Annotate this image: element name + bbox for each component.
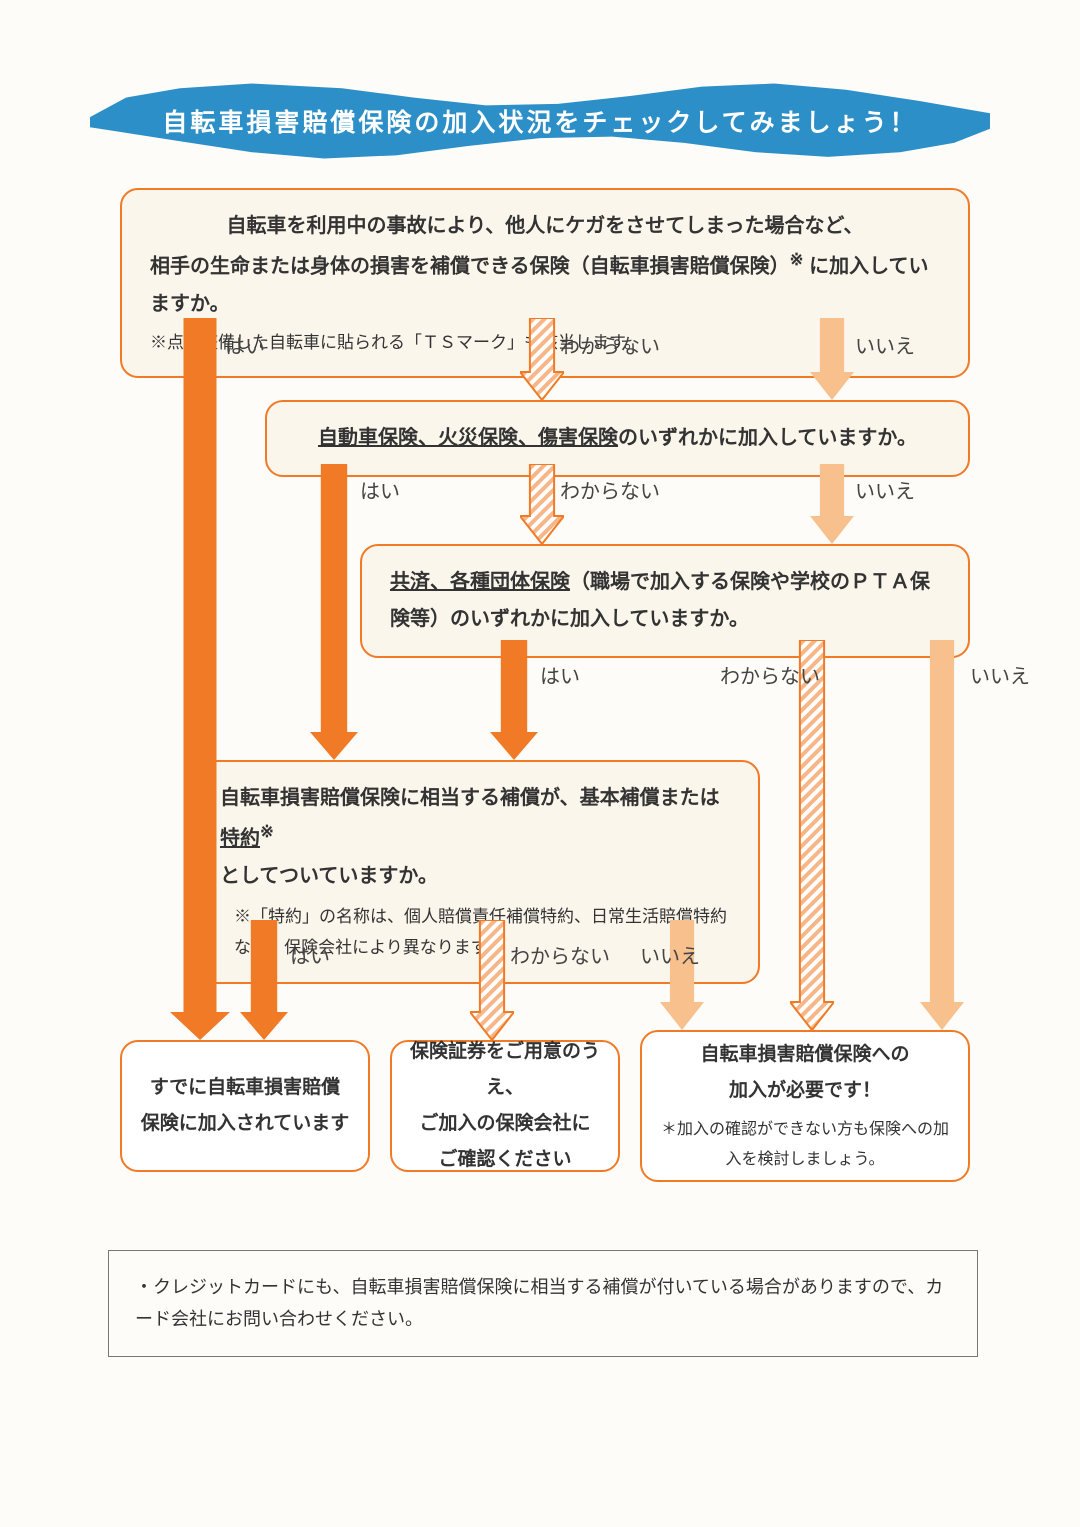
q4-line1: 自転車損害賠償保険に相当する補償が、基本補償または特約※ [220, 780, 730, 858]
arrow-label-q3-yes: はい [540, 660, 580, 689]
arrow-label-q2-no: いいえ [855, 475, 915, 504]
arrow-q2-yes [310, 464, 358, 760]
arrow-q4-no [660, 920, 704, 1030]
arrow-label-q4-no: いいえ [640, 940, 700, 969]
arrow-q2-unk [520, 464, 564, 544]
footnote: ・クレジットカードにも、自転車損害賠償保険に相当する補償が付いている場合がありま… [108, 1250, 978, 1357]
arrow-label-q2-yes: はい [360, 475, 400, 504]
question-2: 自動車保険、火災保険、傷害保険のいずれかに加入していますか。 [265, 400, 970, 477]
question-3: 共済、各種団体保険（職場で加入する保険や学校のＰＴＡ保険等）のいずれかに加入して… [360, 544, 970, 658]
arrow-q2-no [810, 464, 854, 544]
arrow-label-q4-unk: わからない [510, 940, 610, 969]
result-enrolled: すでに自転車損害賠償保険に加入されています [120, 1040, 370, 1172]
result-check-line-2: ご確認ください [438, 1142, 571, 1178]
arrow-label-q3-unk: わからない [720, 660, 820, 689]
arrow-label-q2-unk: わからない [560, 475, 660, 504]
arrow-label-q3-no: いいえ [970, 660, 1030, 689]
arrow-label-q1-yes: はい [225, 330, 265, 359]
arrow-q1-unk [520, 318, 564, 400]
arrow-q1-yes [170, 318, 230, 1040]
q1-line2: 相手の生命または身体の損害を補償できる保険（自転車損害賠償保険）※ に加入してい… [150, 245, 940, 323]
result-enrolled-line-0: すでに自転車損害賠償 [150, 1070, 340, 1106]
arrow-q3-no [920, 640, 964, 1030]
result-enrolled-line-1: 保険に加入されています [141, 1106, 349, 1142]
q2-text: 自動車保険、火災保険、傷害保険のいずれかに加入していますか。 [295, 420, 940, 457]
arrow-q4-unk [470, 920, 514, 1040]
q3-text: 共済、各種団体保険（職場で加入する保険や学校のＰＴＡ保険等）のいずれかに加入して… [390, 564, 940, 638]
result-check: 保険証券をご用意のうえ、ご加入の保険会社にご確認ください [390, 1040, 620, 1172]
result-need: 自転車損害賠償保険への加入が必要です！ ＊加入の確認ができない方も保険への加入を検… [640, 1030, 970, 1182]
arrow-q4-yes [240, 920, 288, 1040]
q4-line2: としてついていますか。 [220, 858, 730, 895]
arrow-q3-yes [490, 640, 538, 760]
result-check-line-1: ご加入の保険会社に [419, 1106, 590, 1142]
arrow-q3-unk [790, 640, 834, 1030]
arrow-label-q4-yes: はい [290, 940, 330, 969]
result-need-line-0: 自転車損害賠償保険への [700, 1037, 909, 1073]
title-text: 自転車損害賠償保険の加入状況をチェックしてみましょう！ [162, 103, 917, 139]
arrow-label-q1-unk: わからない [560, 330, 660, 359]
arrow-q1-no [810, 318, 854, 400]
result-need-sub: ＊加入の確認ができない方も保険への加入を検討しましょう。 [656, 1115, 954, 1176]
title-banner: 自転車損害賠償保険の加入状況をチェックしてみましょう！ [90, 82, 990, 160]
result-check-line-0: 保険証券をご用意のうえ、 [406, 1034, 604, 1106]
arrow-label-q1-no: いいえ [855, 330, 915, 359]
q1-line1: 自転車を利用中の事故により、他人にケガをさせてしまった場合など、 [150, 208, 940, 245]
result-need-line-1: 加入が必要です！ [729, 1073, 881, 1109]
